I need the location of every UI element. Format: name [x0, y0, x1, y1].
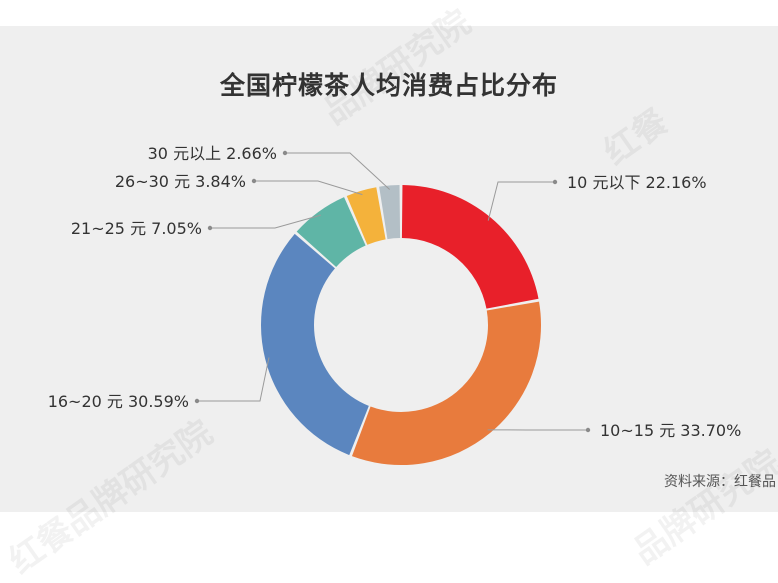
slice-label: 16~20 元 30.59%	[48, 392, 189, 411]
leader-dot	[252, 179, 256, 183]
leader-dot	[283, 151, 287, 155]
leader-dot	[586, 428, 590, 432]
leader-line	[488, 182, 555, 221]
source-note: 资料来源：红餐品	[664, 471, 776, 491]
leader-line	[254, 181, 362, 195]
leader-dot	[195, 399, 199, 403]
leader-line	[285, 153, 390, 189]
leader-dot	[208, 226, 212, 230]
slice-label: 10 元以下 22.16%	[567, 173, 707, 192]
slice-label: 21~25 元 7.05%	[71, 219, 202, 238]
slice-label: 26~30 元 3.84%	[115, 172, 246, 191]
leader-dot	[553, 180, 557, 184]
slice-label: 10~15 元 33.70%	[600, 421, 741, 440]
donut-slice	[402, 185, 539, 309]
donut-slice	[261, 234, 369, 455]
slice-label: 30 元以上 2.66%	[148, 144, 277, 163]
donut-chart: 10 元以下 22.16% 10~15 元 33.70% 16~20 元 30.59…	[0, 0, 778, 538]
donut-slice	[352, 302, 541, 465]
leader-line	[197, 358, 269, 401]
